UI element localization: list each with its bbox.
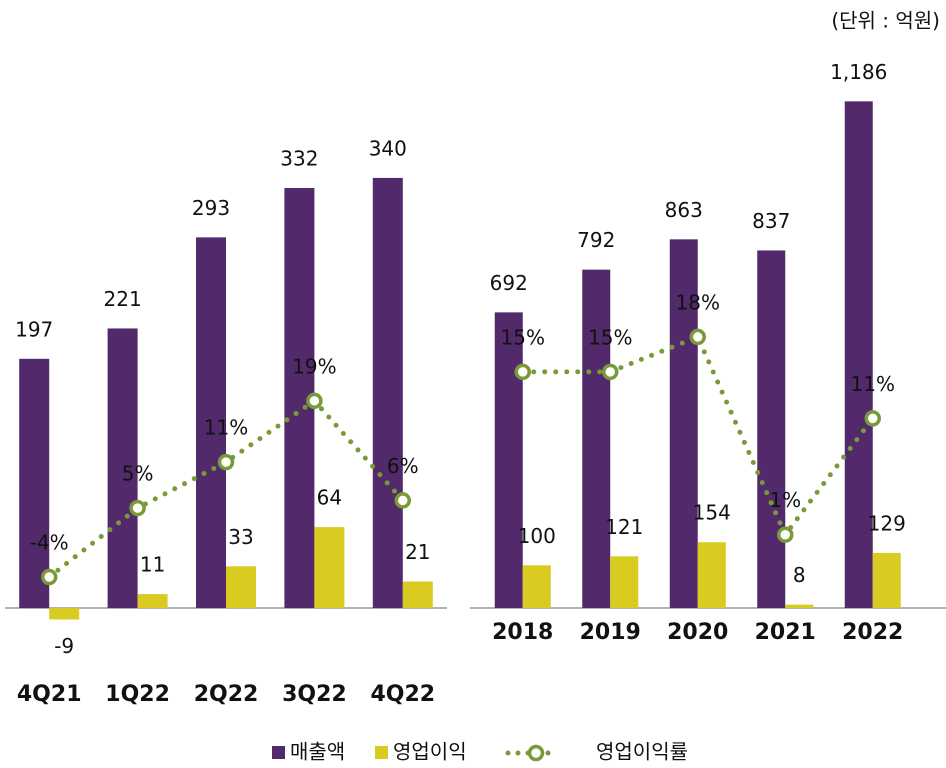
- bar: [19, 358, 50, 609]
- data-label: 6%: [387, 454, 419, 478]
- data-label: 340: [369, 136, 407, 160]
- data-label: -9: [54, 634, 74, 658]
- data-label: 692: [490, 271, 528, 295]
- bar: [669, 239, 698, 608]
- data-label: 197: [15, 317, 53, 341]
- line-marker: [306, 392, 323, 410]
- legend-marker: [527, 744, 545, 762]
- data-label: 154: [693, 501, 731, 525]
- data-label: 15%: [588, 325, 632, 349]
- x-tick-label: 4Q21: [17, 682, 82, 707]
- line-marker: [40, 568, 58, 586]
- data-label: 332: [280, 147, 318, 171]
- data-label: 15%: [501, 325, 545, 349]
- bar: [697, 542, 726, 608]
- line: [46, 397, 406, 580]
- data-label: 11%: [204, 416, 248, 440]
- bar: [522, 565, 551, 608]
- data-label: 100: [518, 524, 556, 548]
- bar: [610, 556, 639, 608]
- bar: [582, 269, 611, 608]
- legend-label: 영업이익: [393, 740, 467, 764]
- data-label: 8: [793, 563, 806, 587]
- data-label: 863: [665, 198, 703, 222]
- line-marker: [394, 492, 412, 509]
- x-tick-label: 2Q22: [194, 682, 259, 707]
- x-tick-label: 2021: [755, 620, 816, 645]
- bar: [872, 552, 901, 608]
- line-marker: [514, 363, 531, 381]
- bar: [49, 608, 80, 620]
- bar: [107, 328, 138, 609]
- legend-label: 매출액: [290, 740, 345, 764]
- data-label: 792: [577, 228, 615, 252]
- data-label: -4%: [30, 531, 69, 555]
- line-marker: [129, 499, 146, 517]
- bar: [137, 594, 168, 609]
- data-label: 293: [192, 196, 230, 220]
- x-tick-label: 1Q22: [105, 682, 170, 707]
- x-tick-label: 2019: [580, 620, 641, 645]
- unit-note: (단위 : 억원): [831, 9, 940, 33]
- bar: [226, 566, 256, 609]
- line-marker: [864, 410, 881, 427]
- bar: [314, 527, 345, 609]
- x-tick-label: 3Q22: [282, 682, 347, 707]
- legend-label: 영업이익률: [596, 740, 688, 764]
- data-label: 1,186: [830, 60, 887, 84]
- bar: [196, 237, 226, 609]
- data-label: 1%: [769, 488, 801, 512]
- data-label: 64: [317, 486, 342, 510]
- data-label: 11%: [851, 372, 895, 396]
- line-marker: [217, 453, 235, 471]
- legend-swatch: [272, 746, 285, 759]
- x-tick-label: 2020: [667, 620, 728, 645]
- legend-swatch: [375, 746, 388, 759]
- data-label: 121: [605, 515, 643, 539]
- bar: [785, 604, 814, 608]
- data-label: 11: [140, 553, 165, 577]
- bar: [757, 250, 786, 608]
- line-marker: [689, 328, 706, 346]
- bar: [402, 581, 433, 609]
- x-tick-label: 4Q22: [370, 682, 435, 707]
- data-label: 837: [752, 209, 790, 233]
- data-label: 33: [228, 525, 253, 549]
- line-marker: [602, 363, 619, 381]
- bar: [494, 312, 523, 608]
- bar: [844, 101, 873, 609]
- data-label: 21: [405, 540, 430, 564]
- line-marker: [777, 526, 794, 543]
- x-tick-label: 2022: [842, 620, 903, 645]
- data-label: 5%: [122, 462, 154, 486]
- data-label: 221: [104, 287, 142, 311]
- data-label: 19%: [292, 354, 336, 378]
- bar: [372, 177, 403, 609]
- data-label: 18%: [676, 290, 720, 314]
- x-tick-label: 2018: [492, 620, 553, 645]
- data-label: 129: [868, 511, 906, 535]
